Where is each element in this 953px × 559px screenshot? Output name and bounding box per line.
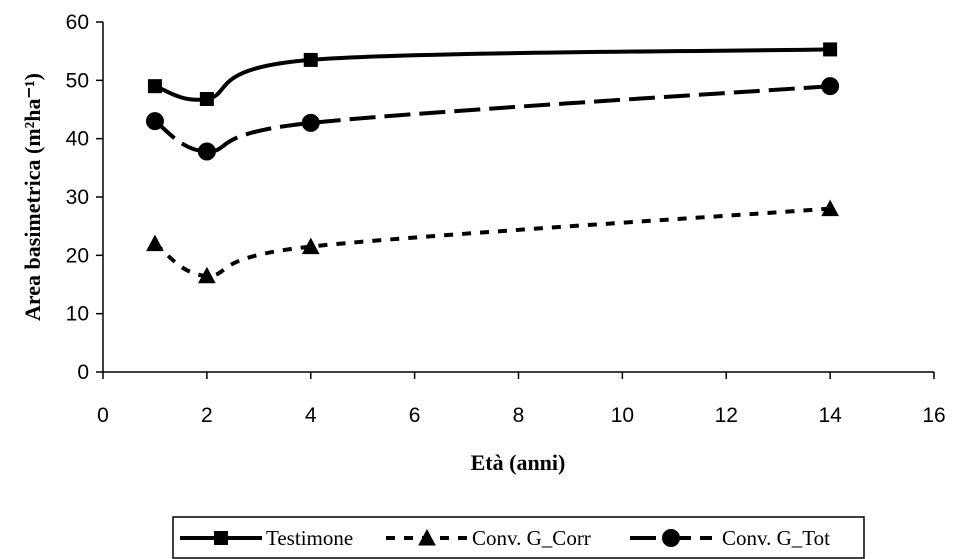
x-tick-label: 10 [611, 404, 634, 427]
legend-label: Conv. G_Corr [472, 526, 591, 550]
data-point [821, 77, 840, 96]
x-tick-label: 16 [922, 404, 945, 427]
y-axis-ticks: 0 10 20 30 40 50 60 [66, 11, 103, 384]
legend-box [172, 516, 865, 559]
y-tick-label: 0 [77, 361, 89, 384]
x-tick-label: 4 [305, 404, 317, 427]
data-point [823, 42, 838, 57]
x-axis-title: Età (anni) [471, 450, 566, 475]
legend-item: Testimone [180, 526, 353, 550]
series-line [153, 206, 831, 278]
x-axis-ticks: 0 2 4 6 8 10 12 14 16 [97, 372, 946, 427]
series-line [154, 47, 831, 102]
data-point [303, 52, 318, 67]
legend-label: Testimone [266, 526, 353, 550]
y-tick-label: 20 [66, 244, 89, 267]
x-tick-label: 6 [409, 404, 421, 427]
legend-marker [662, 529, 680, 547]
data-point [147, 79, 162, 94]
legend: Testimone Conv. G_Corr Conv. G_Tot [172, 516, 865, 559]
legend-item: Conv. G_Corr [386, 526, 591, 550]
x-tick-label: 12 [715, 404, 738, 427]
legend-marker [214, 531, 228, 545]
data-point [199, 92, 214, 106]
y-tick-label: 60 [66, 11, 89, 34]
series-square [147, 42, 838, 106]
series-group [145, 42, 840, 284]
x-tick-label: 14 [818, 404, 842, 427]
data-point [197, 142, 216, 161]
x-tick-label: 8 [513, 404, 525, 427]
data-point [821, 199, 839, 217]
x-tick-label: 0 [97, 404, 109, 427]
x-tick-label: 2 [201, 404, 213, 427]
plot-area: 0 10 20 30 40 50 60 0 2 4 6 8 10 12 14 16 [66, 11, 946, 427]
y-tick-label: 10 [66, 303, 89, 326]
y-tick-label: 50 [66, 69, 89, 92]
data-point [198, 266, 216, 284]
data-point [301, 237, 320, 255]
y-tick-label: 30 [66, 186, 89, 209]
data-point [146, 234, 164, 252]
series-circle [145, 77, 840, 161]
data-point [301, 113, 320, 132]
data-point [145, 112, 164, 131]
y-tick-label: 40 [66, 128, 89, 151]
y-axis-title: Area basimetrica (m²ha⁻¹) [20, 73, 45, 321]
legend-label: Conv. G_Tot [722, 526, 830, 550]
series-triangle [146, 199, 839, 284]
series-line [153, 84, 831, 154]
legend-item: Conv. G_Tot [630, 526, 830, 550]
legend-marker [418, 528, 436, 546]
